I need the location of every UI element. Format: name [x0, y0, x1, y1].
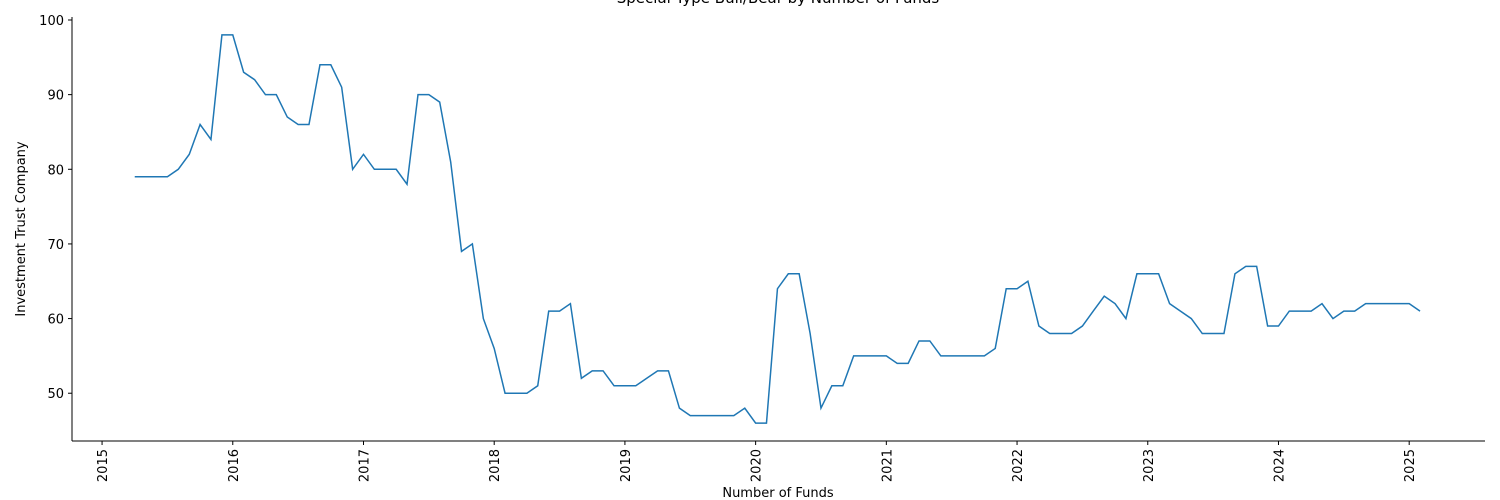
x-tick-label: 2017	[357, 449, 372, 482]
y-tick-label: 90	[47, 89, 64, 104]
y-tick-label: 100	[39, 14, 64, 29]
x-tick-label: 2016	[227, 449, 242, 482]
x-axis-label: Number of Funds	[722, 486, 834, 500]
y-tick-label: 60	[47, 313, 64, 328]
x-tick-label: 2020	[750, 449, 765, 482]
x-tick-label: 2018	[488, 449, 503, 482]
data-line	[134, 34, 1421, 424]
x-tick-label: 2015	[96, 449, 111, 482]
y-axis-label: Investment Trust Company	[14, 141, 29, 317]
y-tick-label: 70	[47, 238, 64, 253]
chart-title: Special Type Bull/Bear by Number of Fund…	[617, 0, 940, 7]
x-tick-label: 2019	[619, 449, 634, 482]
y-tick-label: 50	[47, 387, 64, 402]
x-tick-label: 2021	[880, 449, 895, 482]
x-tick-label: 2024	[1272, 449, 1287, 482]
y-tick-label: 80	[47, 163, 64, 178]
x-tick-label: 2025	[1403, 449, 1418, 482]
x-tick-label: 2022	[1011, 449, 1026, 482]
x-tick-label: 2023	[1142, 449, 1157, 482]
